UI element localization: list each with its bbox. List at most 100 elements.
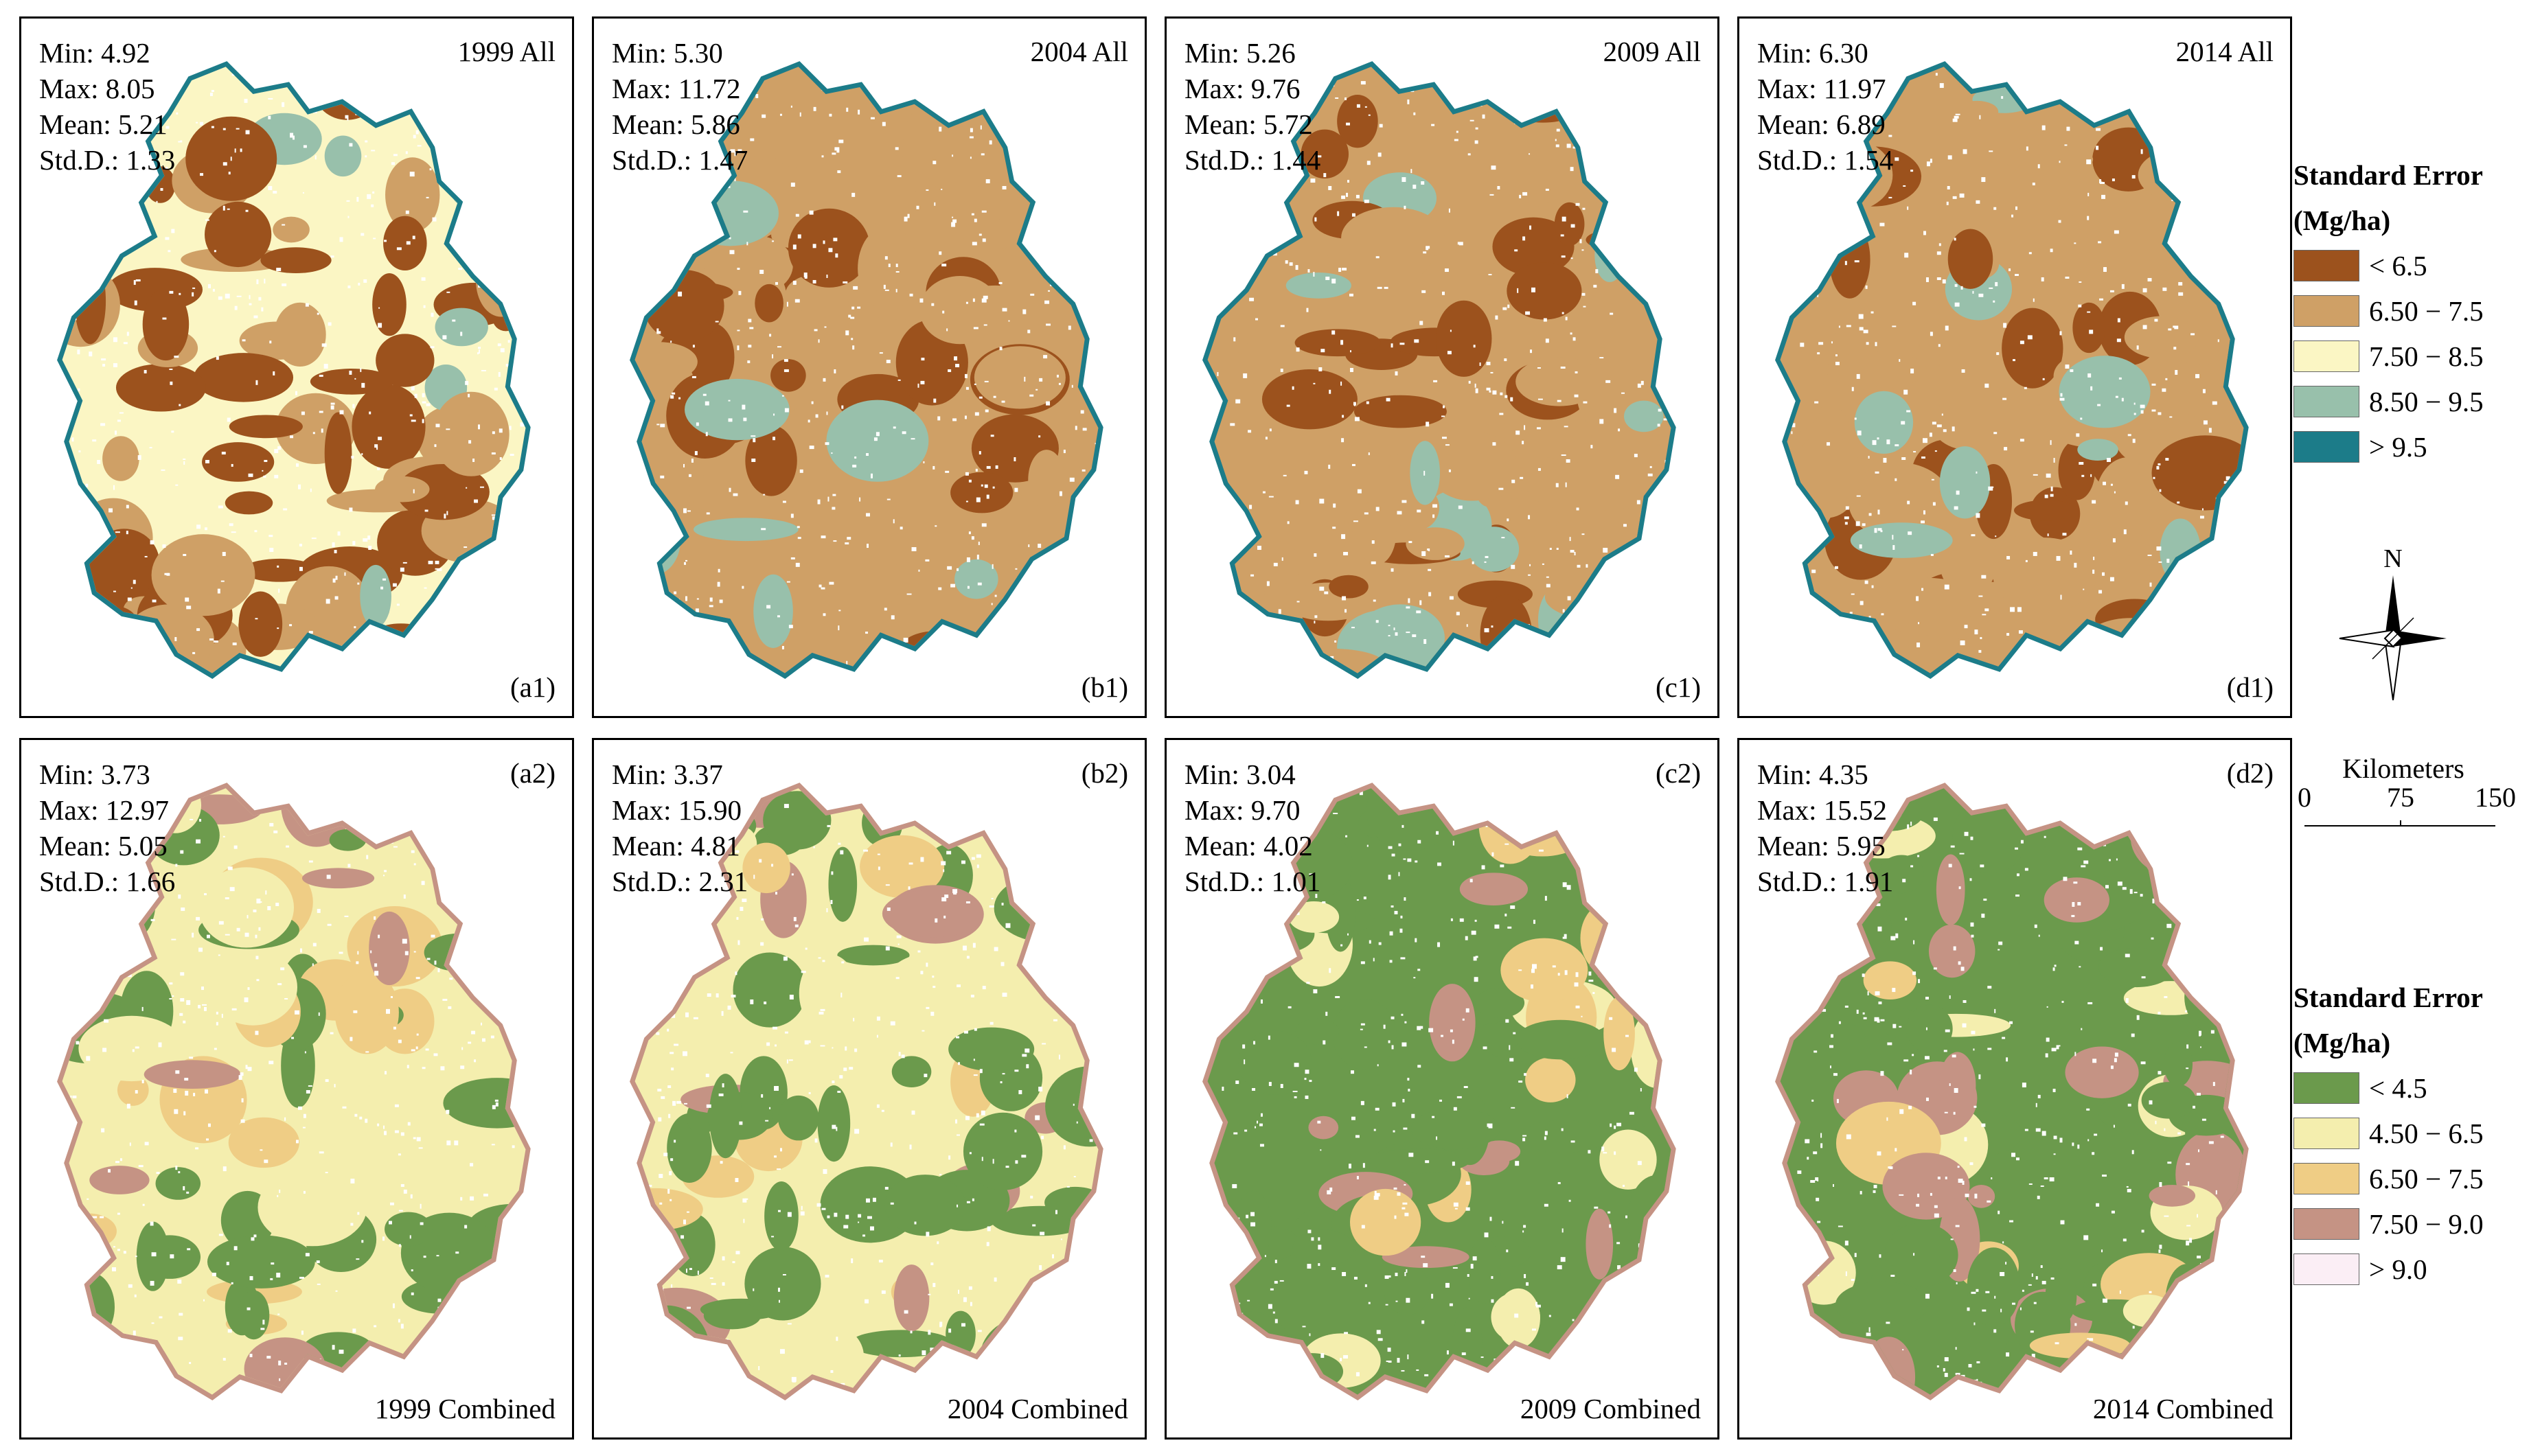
map-speckle	[2151, 409, 2156, 412]
map-speckle	[162, 544, 166, 548]
map-speckle	[773, 1026, 778, 1030]
map-patch	[2014, 500, 2079, 521]
map-speckle	[411, 419, 416, 422]
map-speckle	[380, 586, 384, 590]
map-speckle	[1968, 1364, 1972, 1367]
map-speckle	[1311, 1237, 1314, 1241]
map-patch	[703, 1302, 762, 1330]
map-speckle	[444, 513, 446, 519]
map-speckle	[200, 122, 204, 126]
map-speckle	[1046, 401, 1051, 406]
map-panel-a1: Min: 4.92 Max: 8.05 Mean: 5.21 Std.D.: 1…	[19, 16, 574, 718]
map-speckle	[2050, 486, 2053, 492]
map-speckle	[687, 510, 691, 512]
map-speckle	[268, 535, 273, 538]
map-speckle	[411, 1049, 415, 1052]
map-speckle	[737, 330, 740, 332]
map-speckle	[1408, 598, 1410, 603]
map-speckle	[826, 411, 828, 415]
map-speckle	[687, 1368, 691, 1370]
map-speckle	[2026, 146, 2028, 151]
map-patch	[480, 793, 526, 829]
map-speckle	[1388, 1361, 1392, 1363]
map-speckle	[1813, 1151, 1818, 1155]
map-speckle	[1502, 645, 1507, 650]
panel-label: (d2)	[2226, 757, 2274, 789]
legend-item: 7.50 − 8.5	[2293, 334, 2484, 379]
panel-title: 1999 Combined	[374, 1393, 556, 1424]
map-speckle	[1930, 159, 1932, 163]
map-speckle	[1018, 1089, 1022, 1094]
map-speckle	[117, 1212, 120, 1215]
map-speckle	[671, 1067, 674, 1071]
map-speckle	[349, 143, 353, 147]
map-speckle	[511, 234, 514, 238]
map-speckle	[1993, 300, 1995, 303]
map-speckle	[1309, 873, 1314, 875]
map-speckle	[742, 1198, 747, 1203]
map-speckle	[1462, 1018, 1465, 1021]
map-speckle	[813, 106, 816, 111]
map-speckle	[825, 442, 829, 446]
map-speckle	[1962, 999, 1967, 1003]
map-speckle	[1944, 1111, 1948, 1113]
map-speckle	[1895, 933, 1899, 938]
map-speckle	[510, 1270, 514, 1274]
map-speckle	[2108, 859, 2111, 862]
map-speckle	[968, 531, 971, 535]
map-speckle	[1833, 1073, 1838, 1076]
map-speckle	[2231, 1290, 2235, 1292]
map-speckle	[363, 538, 368, 542]
map-speckle	[1529, 564, 1531, 566]
map-speckle	[846, 107, 849, 112]
map-speckle	[514, 109, 518, 113]
scale-tick-150: 150	[2475, 782, 2516, 813]
map-speckle	[1549, 1368, 1554, 1372]
map-speckle	[1529, 153, 1531, 155]
map-speckle	[458, 268, 463, 270]
map-speckle	[165, 237, 170, 240]
map-speckle	[2087, 311, 2091, 313]
map-speckle	[1614, 1151, 1616, 1155]
map-speckle	[466, 1364, 471, 1367]
map-speckle	[2206, 1309, 2211, 1311]
map-speckle	[998, 651, 1000, 654]
map-speckle	[1831, 905, 1834, 908]
map-speckle	[178, 1337, 183, 1341]
map-speckle	[1384, 286, 1388, 289]
map-speckle	[739, 1121, 743, 1125]
map-speckle	[422, 1067, 426, 1070]
map-speckle	[1811, 218, 1813, 222]
map-speckle	[142, 1203, 145, 1206]
map-speckle	[409, 172, 415, 177]
map-speckle	[2089, 330, 2094, 334]
map-patch	[2124, 316, 2199, 359]
map-speckle	[1058, 382, 1061, 385]
map-speckle	[454, 1140, 459, 1146]
map-speckle	[2000, 1308, 2002, 1313]
map-speckle	[1851, 386, 1854, 391]
map-speckle	[1331, 278, 1336, 284]
map-speckle	[1880, 530, 1883, 533]
map-speckle	[1585, 807, 1588, 811]
map-speckle	[652, 610, 654, 615]
map-speckle	[492, 431, 495, 435]
map-speckle	[799, 112, 801, 117]
map-patch	[1850, 522, 1953, 558]
map-patch	[1881, 591, 1971, 636]
map-speckle	[435, 568, 437, 570]
map-speckle	[1368, 114, 1371, 116]
map-speckle	[866, 1198, 870, 1203]
map-speckle	[368, 546, 372, 551]
map-speckle	[1978, 293, 1984, 297]
map-speckle	[1487, 1123, 1489, 1127]
map-speckle	[130, 202, 135, 207]
map-speckle	[2239, 1261, 2243, 1266]
map-speckle	[1910, 821, 1912, 826]
map-speckle	[1456, 130, 1458, 133]
map-speckle	[102, 364, 106, 367]
map-panel-c2: Min: 3.04 Max: 9.70 Mean: 4.02 Std.D.: 1…	[1165, 738, 1719, 1440]
map-patch	[770, 359, 806, 392]
map-speckle	[1950, 1238, 1954, 1240]
map-speckle	[773, 413, 775, 416]
